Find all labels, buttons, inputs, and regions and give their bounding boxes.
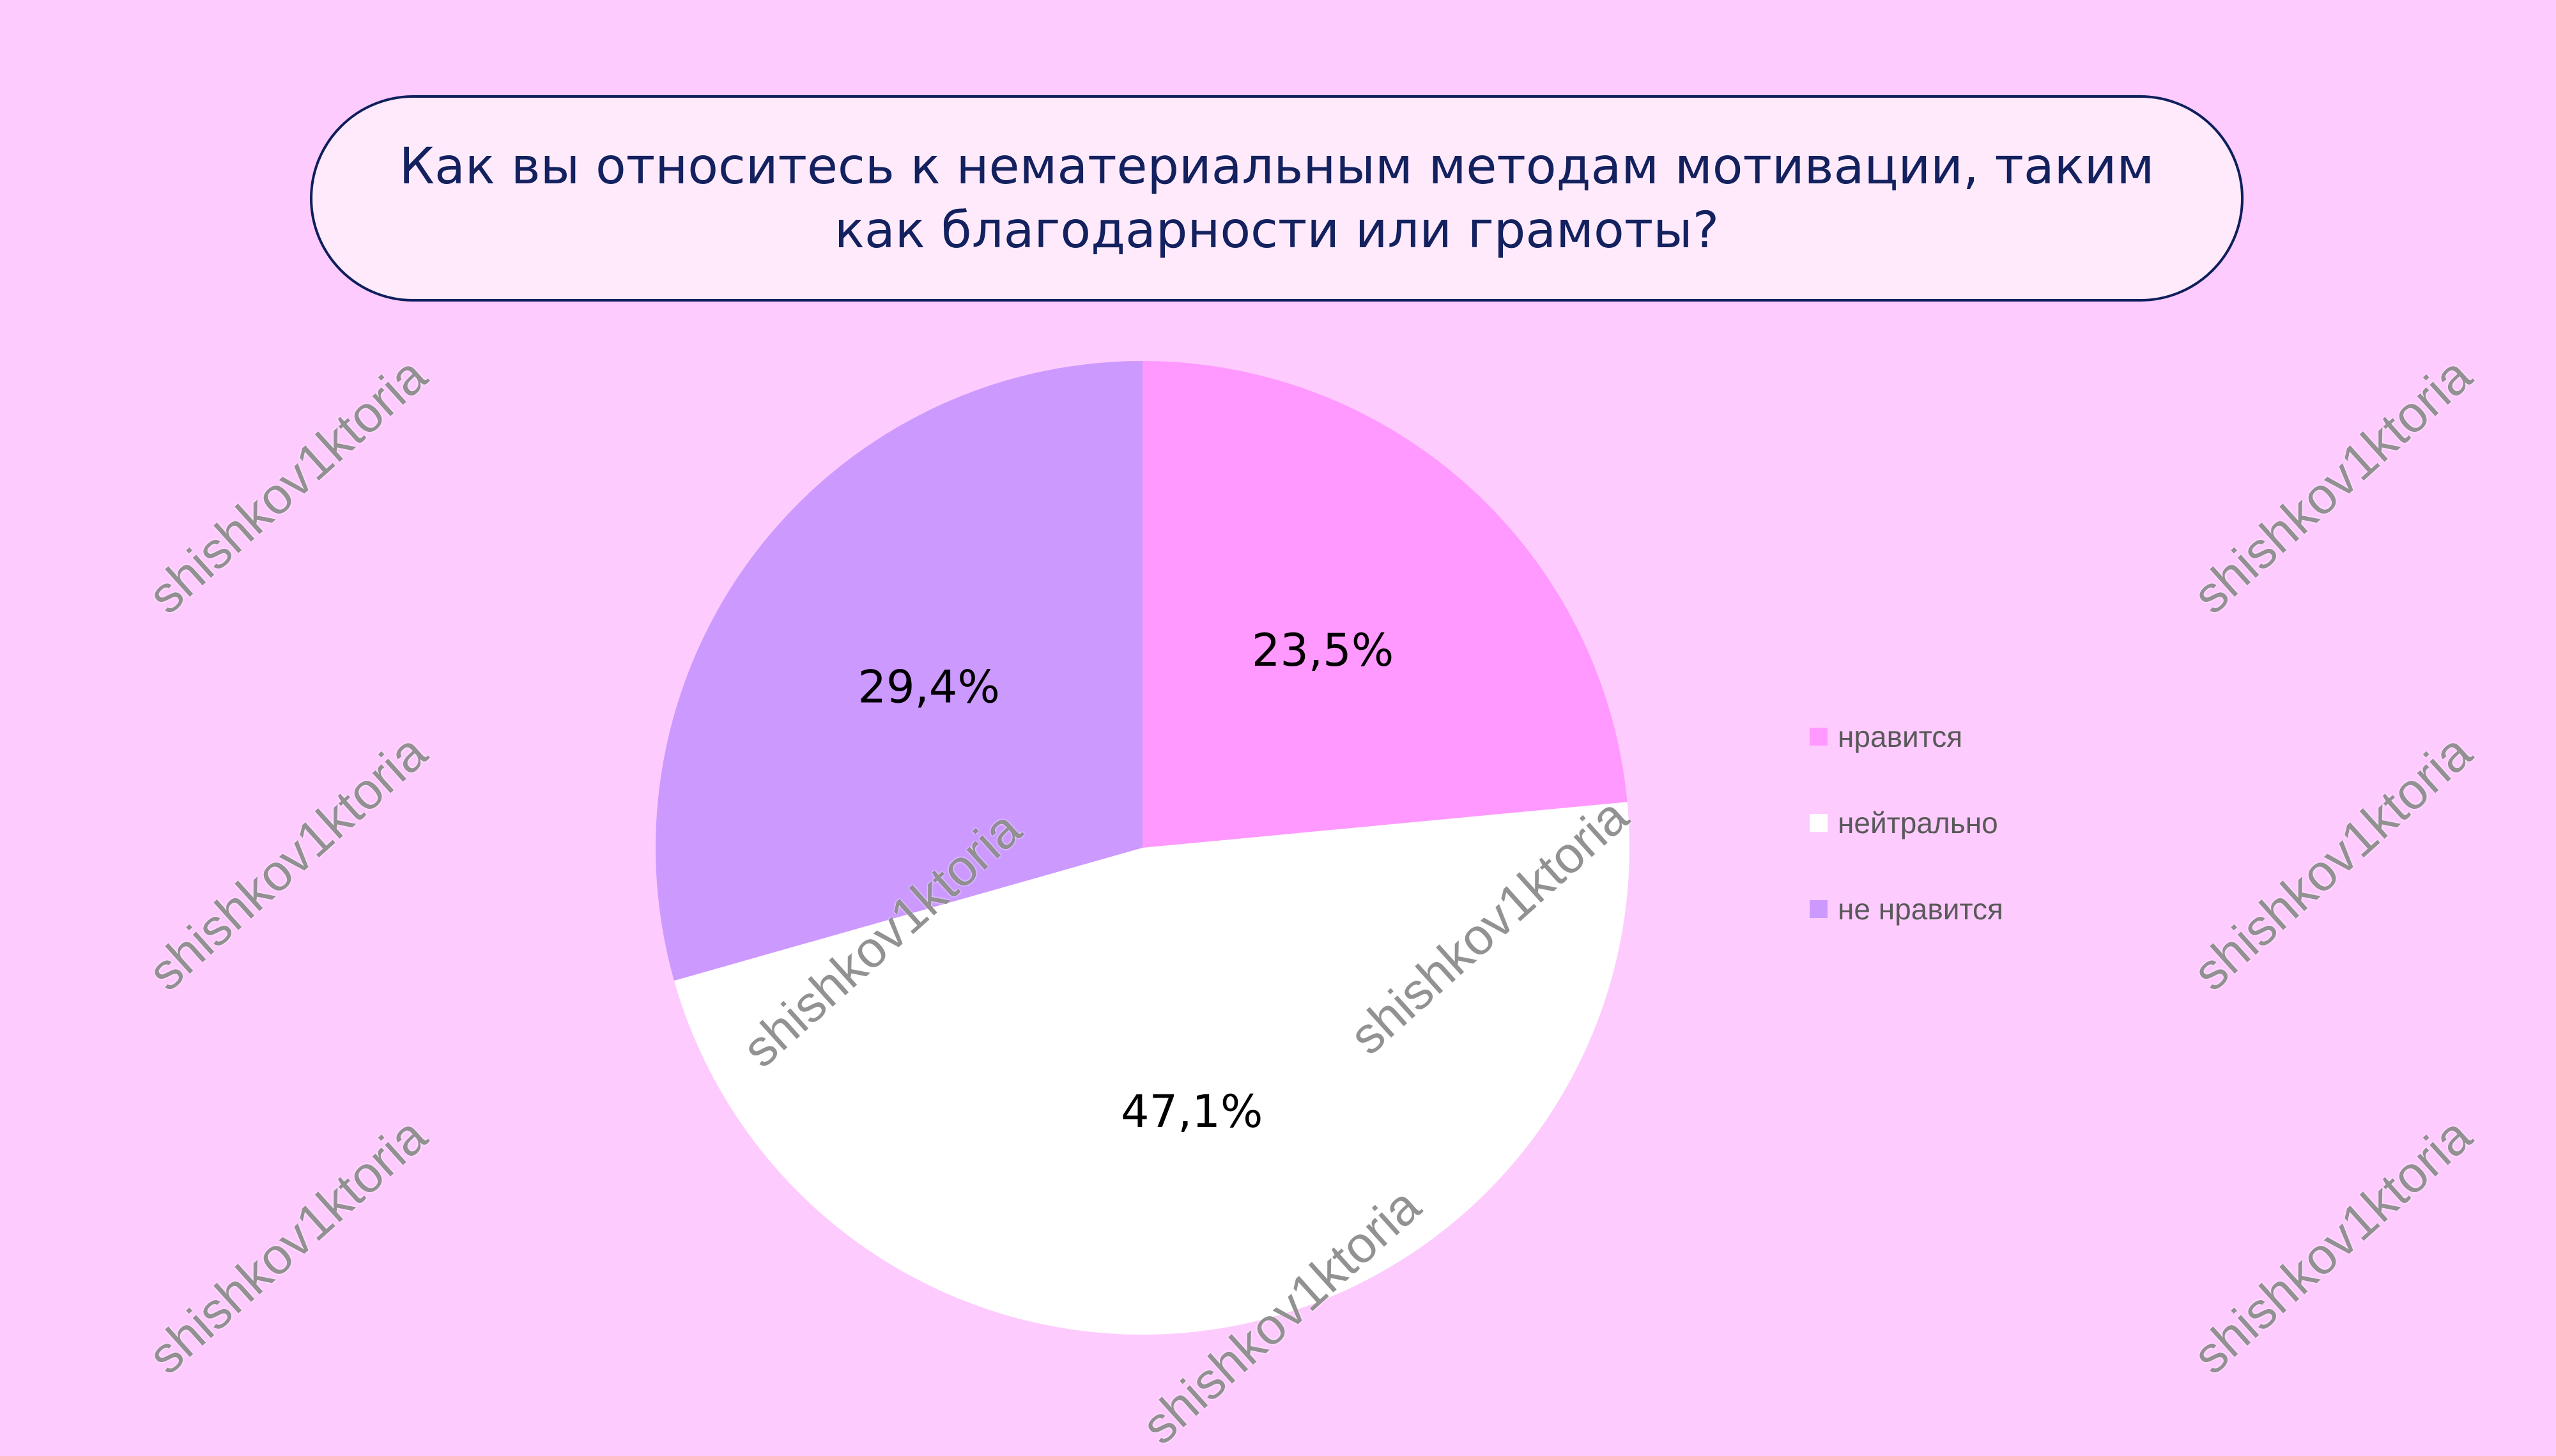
data-label-0: 23,5% <box>1252 624 1394 677</box>
title-box: Как вы относитесь к нематериальным метод… <box>310 95 2244 302</box>
pie-slice-2 <box>656 361 1143 981</box>
legend: нравится нейтрально не нравится <box>1810 693 2003 952</box>
chart-title: Как вы относитесь к нематериальным метод… <box>399 137 2155 259</box>
legend-label: нейтрально <box>1838 806 1998 839</box>
legend-item: нравится <box>1810 693 2003 779</box>
legend-swatch <box>1810 900 1828 918</box>
legend-swatch <box>1810 813 1828 832</box>
legend-label: не нравится <box>1838 892 2003 926</box>
pie-slice-1 <box>674 802 1629 1335</box>
legend-item: не нравится <box>1810 866 2003 952</box>
legend-swatch <box>1810 727 1828 746</box>
pie-slice-0 <box>1143 361 1628 848</box>
data-label-1: 47,1% <box>1121 1085 1263 1138</box>
legend-item: нейтрально <box>1810 779 2003 866</box>
legend-label: нравится <box>1838 719 1963 753</box>
data-label-2: 29,4% <box>858 661 999 713</box>
